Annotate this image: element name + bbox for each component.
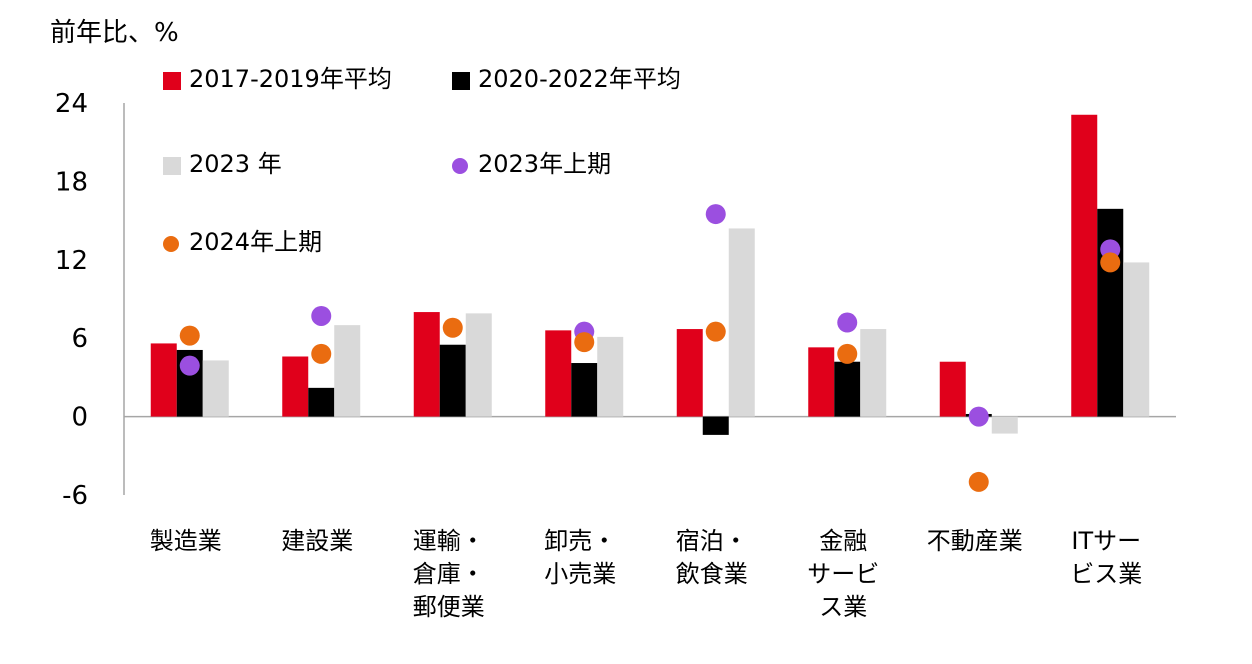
legend-label: 2023年上期 — [478, 150, 611, 178]
bar — [702, 416, 729, 435]
bar — [808, 347, 835, 417]
bar — [597, 336, 624, 417]
legend-label: 2024年上期 — [189, 228, 322, 256]
legend-label: 2020-2022年平均 — [478, 65, 681, 93]
bar — [465, 313, 492, 417]
point — [179, 355, 200, 376]
bar — [1071, 114, 1098, 417]
bar — [728, 228, 755, 417]
legend: 2017-2019年平均 2020-2022年平均 2023 年 2023年上期 202… — [163, 65, 681, 256]
bar — [308, 387, 335, 417]
y-axis-unit-label: 前年比、% — [50, 18, 179, 48]
category-label: 不動産業 — [927, 527, 1023, 555]
bar — [676, 329, 703, 417]
category-label: 製造業 — [150, 527, 222, 555]
category-label: 宿泊・ — [676, 527, 748, 555]
bar — [545, 330, 572, 417]
point — [311, 305, 332, 326]
point — [311, 343, 332, 364]
category-label: 倉庫・ — [413, 560, 485, 588]
point — [705, 204, 726, 225]
bar — [1123, 262, 1150, 417]
category-label: 飲食業 — [676, 560, 748, 588]
bar — [571, 363, 598, 417]
legend-label: 2017-2019年平均 — [189, 65, 392, 93]
bar — [150, 343, 177, 417]
category-label: サービ — [807, 560, 879, 588]
y-tick-label: 6 — [71, 324, 88, 354]
point — [705, 321, 726, 342]
category-label: 小売業 — [544, 560, 616, 588]
dots — [179, 204, 1121, 492]
category-label: ITサー — [1071, 527, 1141, 555]
bar — [991, 416, 1018, 434]
point — [574, 332, 595, 353]
legend-label: 2023 年 — [189, 150, 282, 178]
legend-marker — [452, 158, 468, 174]
bar — [860, 329, 887, 417]
point — [1100, 252, 1121, 273]
category-label: 建設業 — [281, 527, 353, 555]
category-label: 郵便業 — [413, 593, 485, 621]
category-label: ス業 — [819, 593, 867, 621]
category-label: 金融 — [819, 527, 867, 555]
y-tick-label: 24 — [55, 89, 88, 119]
y-tick-label: 0 — [71, 403, 88, 433]
bar — [334, 325, 361, 417]
bars — [150, 114, 1150, 435]
point — [442, 317, 463, 338]
category-label: ビス業 — [1070, 560, 1142, 588]
y-tick-label: 12 — [55, 246, 88, 276]
point — [837, 343, 858, 364]
bar — [413, 312, 440, 417]
legend-swatch — [163, 72, 181, 90]
bar — [282, 356, 309, 417]
point — [968, 471, 989, 492]
legend-swatch — [452, 72, 470, 90]
y-tick-label: -6 — [62, 481, 88, 511]
bar — [202, 360, 229, 417]
bar — [439, 344, 466, 417]
legend-swatch — [163, 157, 181, 175]
category-label: 運輸・ — [413, 527, 485, 555]
point — [837, 312, 858, 333]
point — [179, 325, 200, 346]
category-label: 卸売・ — [544, 527, 616, 555]
y-tick-label: 18 — [55, 167, 88, 197]
legend-marker — [163, 236, 179, 252]
point — [968, 406, 989, 427]
bar — [834, 361, 861, 417]
bar — [939, 361, 966, 417]
